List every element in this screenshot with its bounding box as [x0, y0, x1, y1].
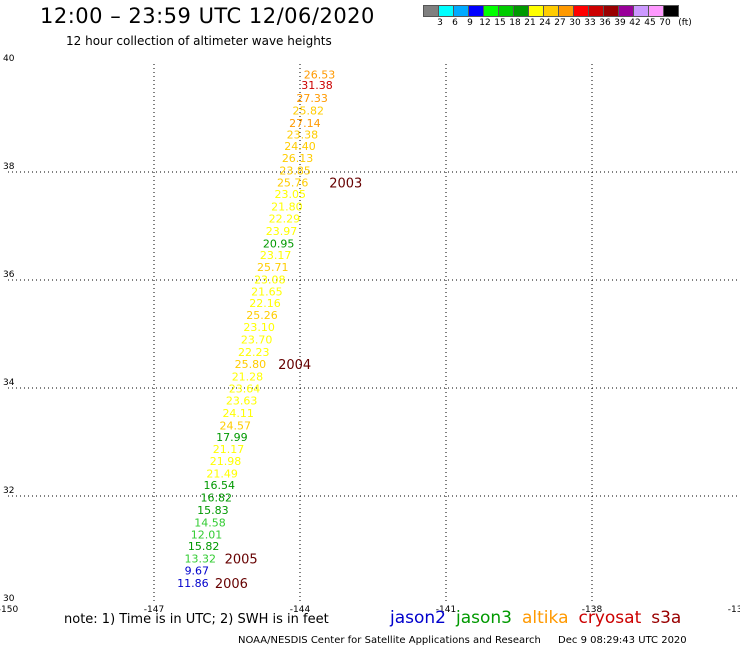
mission-label: cryosat: [578, 608, 642, 628]
x-tick-label: -135: [728, 605, 740, 615]
time-annotation: 2004: [278, 358, 311, 373]
wave-height-point: 21.65: [251, 285, 283, 298]
wave-height-point: 21.98: [210, 455, 242, 468]
y-tick-label: 34: [3, 378, 15, 388]
wave-height-point: 23.97: [266, 225, 298, 238]
wave-height-point: 24.57: [220, 419, 252, 432]
wave-height-chart: -150 -147 -144 -141 -138 -135 30 32 34 36 38 40 26.…: [0, 54, 740, 615]
wave-height-point: 17.99: [216, 431, 248, 444]
legend-label: 18: [509, 18, 521, 28]
wave-height-point: 23.10: [243, 321, 275, 334]
wave-height-point: 23.64: [229, 383, 261, 396]
x-tick-label: -141: [436, 605, 456, 615]
legend-label: 24: [539, 18, 551, 28]
wave-height-point: 16.54: [203, 479, 235, 492]
y-tick-label: 36: [3, 270, 15, 280]
wave-height-point: 23.08: [254, 273, 286, 286]
y-tick-label: 30: [3, 594, 15, 604]
legend-label: 36: [599, 18, 611, 28]
wave-height-point: 24.11: [222, 407, 254, 420]
wave-height-point: 21.49: [206, 467, 238, 480]
x-tick-label: -150: [0, 605, 18, 615]
note-text: note: 1) Time is in UTC; 2) SWH is in fe…: [64, 612, 329, 627]
legend-swatches: [423, 5, 679, 17]
x-tick-label: -144: [290, 605, 311, 615]
chart-grid: [8, 64, 738, 604]
y-tick-label: 32: [3, 486, 14, 496]
wave-height-point: 22.23: [238, 346, 270, 359]
wave-height-point: 23.17: [260, 249, 292, 262]
axis-tick-labels: -150 -147 -144 -141 -138 -135 30 32 34 36 38 40: [0, 54, 740, 615]
wave-height-point: 9.67: [185, 565, 210, 578]
wave-height-point: 21.17: [213, 443, 245, 456]
color-legend: 3 6 9 12 15 18 21 24 27 30 33 36 39 42 45 70 (ft): [423, 5, 692, 31]
legend-label: 39: [614, 18, 626, 28]
chart-subtitle: 12 hour collection of altimeter wave hei…: [66, 34, 332, 48]
wave-height-point: 23.38: [287, 129, 319, 142]
wave-height-point: 21.28: [232, 371, 264, 384]
wave-height-point: 22.16: [249, 297, 281, 310]
wave-height-point: 25.71: [257, 261, 289, 274]
mission-label: altika: [522, 608, 569, 628]
wave-height-point: 15.82: [188, 540, 220, 553]
legend-label: 3: [437, 18, 443, 28]
wave-height-point: 16.82: [201, 492, 233, 505]
mission-label: jason2: [390, 608, 446, 628]
wave-height-point: 26.53: [304, 68, 336, 81]
wave-height-point: 22.29: [269, 212, 301, 225]
legend-label: 33: [584, 18, 596, 28]
wave-height-point: 20.95: [263, 237, 295, 250]
legend-label: 6: [452, 18, 458, 28]
wave-height-point: 31.38: [301, 79, 333, 92]
page-title: 12:00 – 23:59 UTC 12/06/2020: [40, 4, 375, 28]
wave-height-point: 27.14: [289, 117, 321, 130]
y-tick-label: 38: [3, 162, 15, 172]
x-tick-label: -138: [582, 605, 603, 615]
wave-height-point: 27.33: [296, 92, 328, 105]
legend-label: 9: [467, 18, 473, 28]
legend-label: 15: [494, 18, 506, 28]
legend-label: 21: [524, 18, 536, 28]
wave-height-point: 23.70: [241, 333, 273, 346]
footer-timestamp: Dec 9 08:29:43 UTC 2020: [558, 635, 687, 646]
time-annotation: 2003: [329, 176, 362, 191]
chart-annotations: 2003 2004 2005 2006: [215, 176, 362, 592]
mission-label: jason3: [456, 608, 512, 628]
wave-height-point: 26.13: [282, 152, 314, 165]
wave-height-point: 11.86: [177, 577, 209, 590]
wave-height-point: 23.63: [226, 394, 258, 407]
legend-label: 30: [569, 18, 581, 28]
wave-height-point: 14.58: [194, 516, 226, 529]
time-annotation: 2006: [215, 577, 248, 592]
wave-height-point: 25.80: [235, 358, 267, 371]
legend-label: 70: [659, 18, 671, 28]
data-points: 26.5331.3827.3325.8227.1423.3824.4026.13…: [177, 68, 335, 590]
legend-labels: 3 6 9 12 15 18 21 24 27 30 33 36 39 42 45 70 (ft): [423, 17, 692, 31]
wave-height-point: 25.26: [246, 309, 278, 322]
wave-height-point: 13.32: [184, 553, 216, 566]
x-tick-label: -147: [144, 605, 164, 615]
mission-label: s3a: [651, 608, 682, 628]
wave-height-point: 25.82: [293, 104, 325, 117]
wave-height-point: 15.83: [197, 504, 229, 517]
time-annotation: 2005: [225, 553, 258, 568]
legend-label: 42: [629, 18, 641, 28]
legend-label: 45: [644, 18, 656, 28]
legend-label: 27: [554, 18, 566, 28]
legend-label: 12: [479, 18, 491, 28]
legend-unit: (ft): [678, 18, 692, 28]
legend-swatch: [663, 5, 679, 17]
wave-height-point: 25.76: [277, 176, 309, 189]
footer: NOAA/NESDIS Center for Satellite Applica…: [238, 635, 687, 646]
y-tick-label: 40: [3, 54, 15, 64]
wave-height-point: 12.01: [191, 528, 223, 541]
wave-height-point: 21.80: [271, 201, 303, 214]
mission-legend: jason2 jason3 altika cryosat s3a: [390, 608, 691, 628]
wave-height-point: 24.40: [284, 140, 316, 153]
wave-height-point: 23.05: [275, 188, 307, 201]
footer-credit: NOAA/NESDIS Center for Satellite Applica…: [238, 635, 541, 646]
wave-height-point: 23.85: [279, 164, 311, 177]
